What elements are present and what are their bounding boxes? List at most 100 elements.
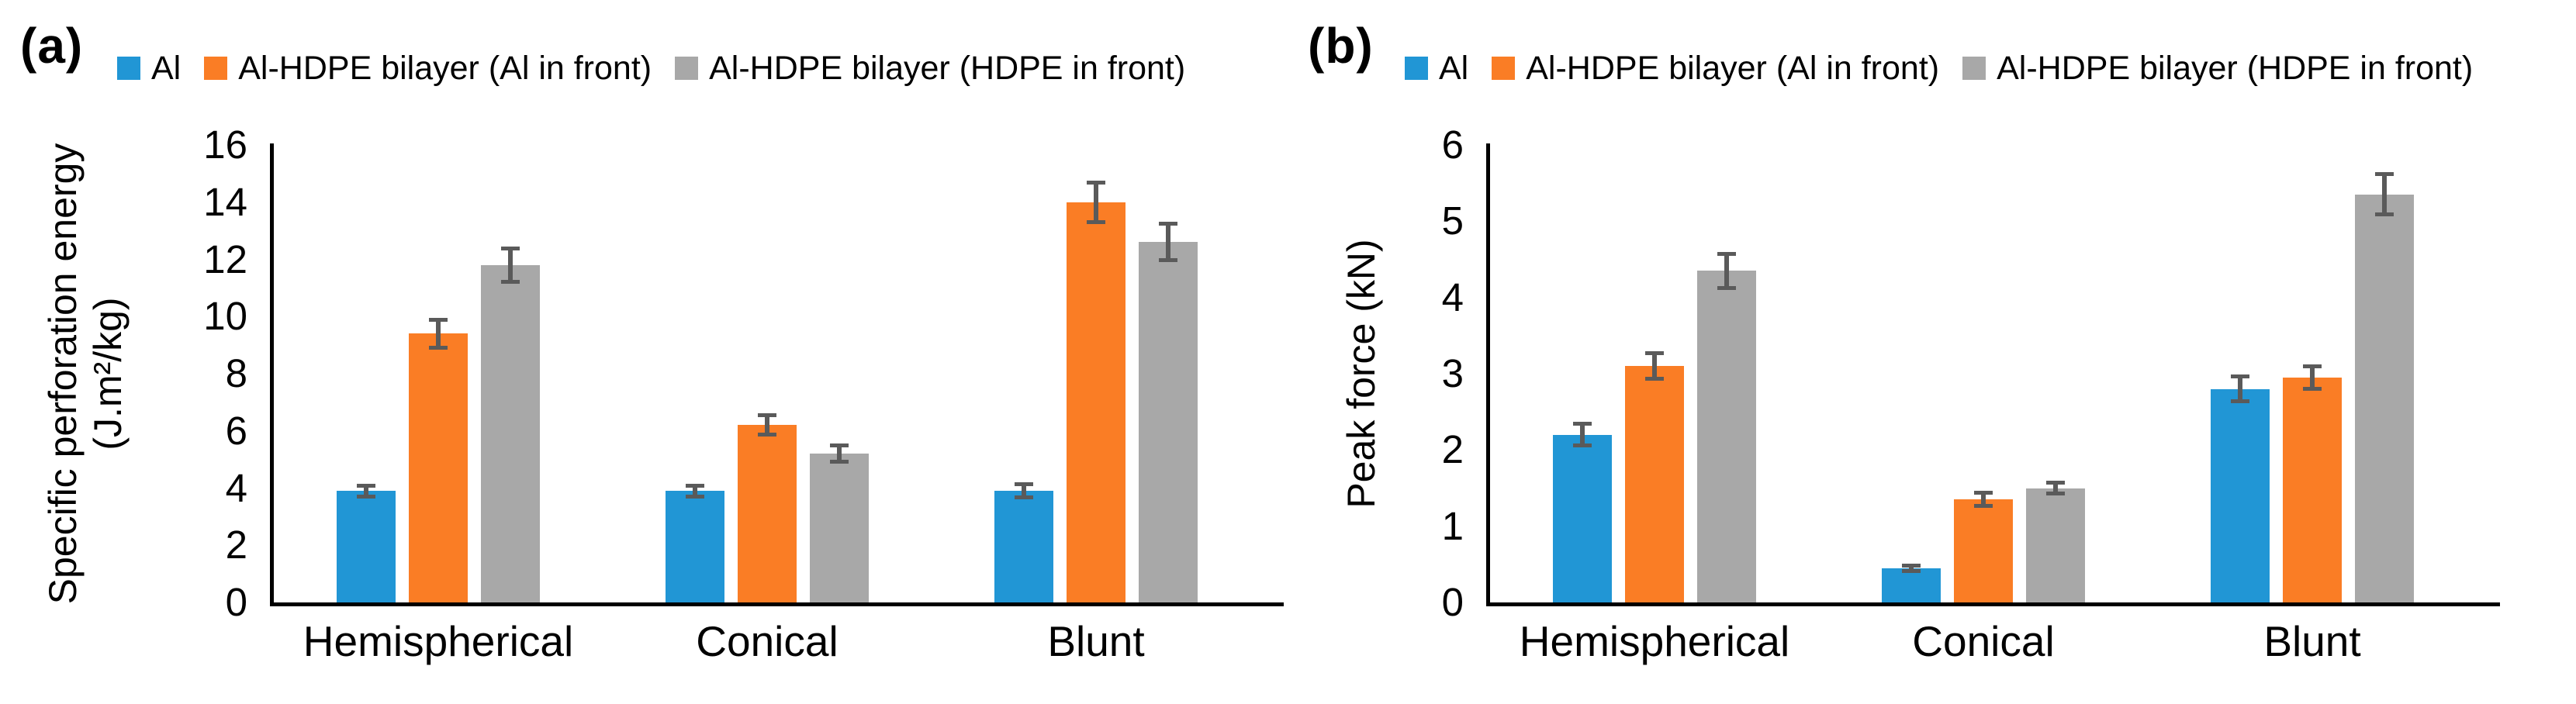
error-bar-cap-bottom [357, 494, 375, 499]
bar [1625, 366, 1684, 602]
bar [1067, 202, 1125, 602]
error-bar-cap-bottom [2303, 386, 2322, 391]
error-bar-stem [2238, 375, 2242, 402]
error-bar-cap-bottom [2046, 492, 2065, 496]
x-category-label: Conical [1912, 617, 2055, 665]
error-bar-stem [837, 445, 842, 463]
legend-item: Al [117, 50, 181, 87]
y-tick-label: 6 [1441, 123, 1464, 167]
error-bar-cap-bottom [1159, 258, 1177, 263]
x-category-label: Blunt [1047, 617, 1145, 665]
legend-label: Al-HDPE bilayer (Al in front) [1526, 50, 1940, 87]
y-axis-line [1486, 143, 1490, 606]
x-category-label: Blunt [2263, 617, 2361, 665]
error-bar-stem [2382, 174, 2387, 216]
error-bar-stem [1094, 181, 1098, 223]
error-bar-cap-bottom [1645, 376, 1664, 381]
error-bar-cap-top [2046, 480, 2065, 485]
bar [337, 491, 396, 602]
error-bar-cap-top [2375, 172, 2394, 177]
y-tick-label: 5 [1441, 198, 1464, 243]
y-tick-label: 2 [225, 523, 247, 568]
error-bar-stem [693, 485, 697, 497]
panel-b: (b) Al Al-HDPE bilayer (Al in front) Al-HD… [1288, 0, 2576, 704]
y-tick-label: 0 [225, 580, 247, 624]
legend-color-swatch [1405, 57, 1428, 80]
bar [1882, 568, 1941, 602]
bar [2026, 488, 2085, 602]
error-bar-cap-bottom [501, 280, 520, 284]
error-bar-stem [765, 415, 769, 436]
error-bar-stem [1724, 253, 1729, 288]
legend-item: Al [1405, 50, 1468, 87]
error-bar-cap-top [1974, 491, 1993, 495]
y-tick-label: 4 [1441, 274, 1464, 319]
legend-color-swatch [1492, 57, 1516, 80]
error-bar-cap-top [357, 483, 375, 488]
error-bar-cap-top [1645, 351, 1664, 356]
x-axis-line [270, 602, 1284, 606]
y-tick-label: 4 [225, 465, 247, 510]
error-bar-cap-bottom [758, 433, 776, 437]
legend-label: Al [1439, 50, 1469, 87]
error-bar-cap-top [429, 317, 448, 322]
legend-label: Al-HDPE bilayer (HDPE in front) [709, 50, 1186, 87]
error-bar-cap-bottom [2231, 399, 2249, 404]
bar [2211, 388, 2270, 602]
error-bar-cap-top [1717, 251, 1736, 256]
error-bar-cap-top [1573, 421, 1592, 426]
x-category-label: Hemispherical [303, 617, 574, 665]
error-bar-stem [1909, 564, 1914, 571]
x-category-label: Conical [696, 617, 838, 665]
error-bar-cap-top [830, 443, 849, 448]
error-bar-stem [2053, 481, 2058, 495]
bar [666, 491, 724, 602]
plot-area: 0 1 2 3 4 5 6 Hemispherical Conical Blunt [1288, 0, 2576, 704]
error-bar-cap-bottom [830, 460, 849, 464]
y-tick-label: 16 [203, 123, 247, 167]
error-bar-cap-top [1087, 180, 1105, 185]
bar [409, 333, 468, 602]
error-bar-cap-bottom [1015, 495, 1033, 500]
bar [2355, 194, 2414, 602]
error-bar-cap-top [1015, 481, 1033, 486]
bar [994, 491, 1053, 602]
error-bar-cap-bottom [2375, 212, 2394, 217]
error-bar-cap-top [2231, 374, 2249, 378]
legend-label: Al [151, 50, 182, 87]
error-bar-cap-bottom [429, 345, 448, 350]
error-bar-cap-bottom [1717, 285, 1736, 290]
panel-b-letter: (b) [1308, 18, 1374, 74]
error-bar-cap-bottom [1087, 219, 1105, 224]
legend-color-swatch [1962, 57, 1986, 80]
error-bar-cap-top [1902, 563, 1921, 568]
panel-a-letter: (a) [20, 18, 84, 74]
error-bar-stem [2310, 366, 2315, 389]
legend-label: Al-HDPE bilayer (HDPE in front) [1997, 50, 2474, 87]
error-bar-cap-bottom [1573, 443, 1592, 448]
error-bar-stem [1166, 223, 1170, 261]
x-axis-line [1486, 602, 2500, 606]
bar [1139, 242, 1198, 602]
bar [738, 425, 797, 602]
legend-item: Al-HDPE bilayer (Al in front) [1492, 50, 1939, 87]
error-bar-stem [364, 485, 368, 497]
y-tick-label: 10 [203, 294, 247, 339]
legend-item: Al-HDPE bilayer (HDPE in front) [1962, 50, 2473, 87]
bar [810, 454, 869, 602]
legend-color-swatch [117, 57, 140, 80]
error-bar-cap-top [2303, 364, 2322, 369]
error-bar-cap-bottom [1902, 568, 1921, 573]
error-bar-stem [1652, 353, 1657, 379]
error-bar-stem [1580, 423, 1585, 447]
legend-color-swatch [675, 57, 699, 80]
bar [1553, 434, 1612, 602]
error-bar-stem [508, 247, 513, 282]
legend-color-swatch [204, 57, 228, 80]
legend-item: Al-HDPE bilayer (Al in front) [204, 50, 652, 87]
error-bar-cap-top [1159, 222, 1177, 226]
y-axis-line [270, 143, 274, 606]
y-tick-label: 2 [1441, 427, 1464, 472]
bar [1697, 271, 1756, 602]
bar [1954, 499, 2013, 602]
